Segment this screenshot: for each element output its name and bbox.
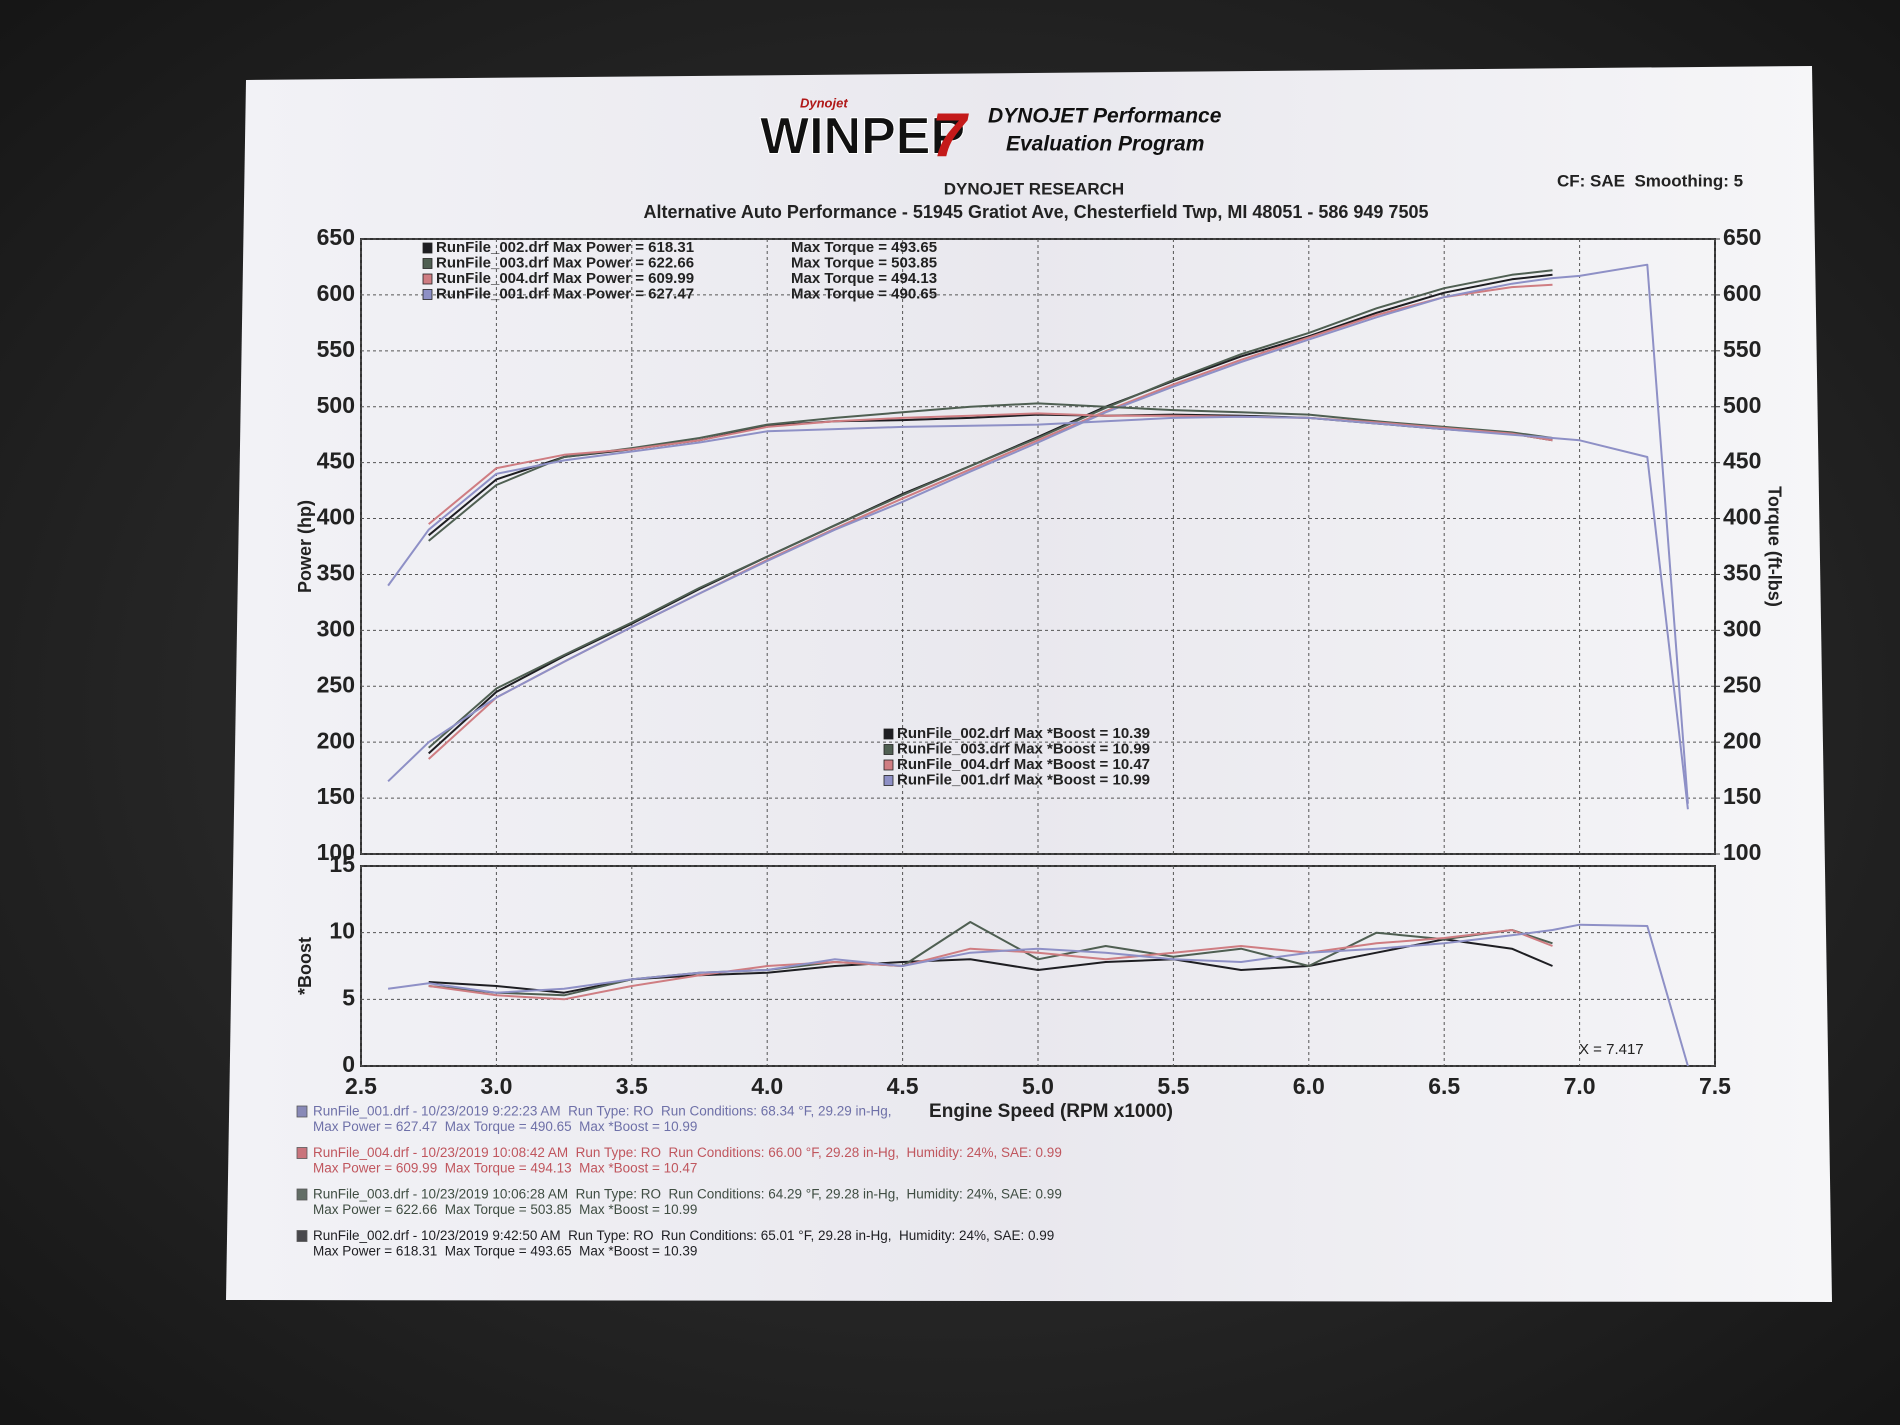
legend-swatch <box>883 775 894 786</box>
series-line <box>387 415 1689 810</box>
legend-swatch <box>422 273 433 285</box>
run-info: Max Power = 618.31 Max Torque = 493.65 M… <box>313 1244 697 1259</box>
run-info: RunFile_003.drf - 10/23/2019 10:06:28 AM… <box>313 1187 1062 1202</box>
y2-tick-label: 400 <box>1723 504 1761 530</box>
legend-swatch <box>883 728 894 740</box>
y2-tick-label: 350 <box>1723 560 1761 586</box>
y2-tick-label: 200 <box>1723 727 1761 753</box>
legend-swatch <box>422 289 433 300</box>
series-line <box>428 921 1553 997</box>
run-swatch <box>296 1105 308 1118</box>
legend-swatch <box>883 744 894 755</box>
x-axis-title: Engine Speed (RPM x1000) <box>929 1101 1173 1122</box>
legend-label: RunFile_002.drf Max *Boost = 10.39 <box>897 725 1150 742</box>
logo-brand: Dynojet <box>800 95 848 110</box>
legend-label: RunFile_003.drf Max Power = 622.66 <box>436 254 694 271</box>
run-info: RunFile_001.drf - 10/23/2019 9:22:23 AM … <box>313 1104 892 1119</box>
x-tick-label: 4.0 <box>751 1073 783 1099</box>
run-info: RunFile_004.drf - 10/23/2019 10:08:42 AM… <box>313 1145 1062 1160</box>
y-tick-label: 500 <box>317 392 355 418</box>
y-axis-title: Power (hp) <box>295 500 315 593</box>
company: DYNOJET RESEARCH <box>944 179 1124 198</box>
y-tick-label: 550 <box>317 336 355 362</box>
x-tick-label: 5.5 <box>1157 1073 1189 1099</box>
y-tick-label: 100 <box>317 839 355 865</box>
y-tick-label: 150 <box>317 783 355 809</box>
y2-tick-label: 150 <box>1723 783 1761 809</box>
y-tick-label: 650 <box>317 224 355 250</box>
x-tick-label: 7.0 <box>1564 1073 1596 1099</box>
run-swatch <box>296 1147 308 1159</box>
legend-swatch <box>883 759 894 771</box>
legend-label: RunFile_003.drf Max *Boost = 10.99 <box>897 740 1150 757</box>
series-line <box>428 412 1553 525</box>
y-tick-label: 400 <box>317 504 355 530</box>
y-tick-label: 200 <box>317 727 355 753</box>
logo-version: 7 <box>932 101 969 170</box>
legend-swatch <box>422 258 433 269</box>
logo: WINPEP <box>760 108 965 166</box>
y-tick-label: 10 <box>329 918 355 944</box>
y-tick-label: 600 <box>317 280 355 306</box>
y2-tick-label: 500 <box>1723 392 1761 418</box>
x-tick-label: 3.5 <box>616 1073 648 1099</box>
run-info: Max Power = 609.99 Max Torque = 494.13 M… <box>313 1161 697 1176</box>
legend-label: RunFile_004.drf Max Power = 609.99 <box>436 270 694 287</box>
series-line <box>387 263 1689 804</box>
y-tick-label: 250 <box>317 671 355 697</box>
annotation: X = 7.417 <box>1579 1041 1644 1058</box>
y2-tick-label: 250 <box>1723 671 1761 697</box>
run-info: RunFile_002.drf - 10/23/2019 9:42:50 AM … <box>313 1228 1054 1243</box>
x-tick-label: 6.5 <box>1428 1073 1460 1099</box>
legend-label: Max Torque = 493.65 <box>791 239 937 256</box>
legend-swatch <box>422 242 433 254</box>
y-axis-title: *Boost <box>295 937 315 995</box>
legend-label: Max Torque = 490.65 <box>791 285 937 302</box>
run-info: Max Power = 622.66 Max Torque = 503.85 M… <box>313 1202 697 1217</box>
x-tick-label: 7.5 <box>1699 1073 1731 1099</box>
y-tick-label: 15 <box>329 851 355 877</box>
program-title: DYNOJET Performance <box>988 105 1222 128</box>
y2-tick-label: 650 <box>1723 224 1761 250</box>
y-tick-label: 300 <box>317 615 355 641</box>
legend-label: RunFile_002.drf Max Power = 618.31 <box>436 239 694 256</box>
y-tick-label: 5 <box>342 984 355 1010</box>
x-tick-label: 6.0 <box>1293 1073 1325 1099</box>
run-swatch <box>296 1188 308 1201</box>
y2-tick-label: 550 <box>1723 336 1761 362</box>
x-tick-label: 4.5 <box>887 1073 919 1099</box>
x-tick-label: 5.0 <box>1022 1073 1054 1099</box>
y2-tick-label: 100 <box>1723 839 1761 865</box>
y2-tick-label: 450 <box>1723 448 1761 474</box>
run-swatch <box>296 1230 308 1242</box>
settings: CF: SAE Smoothing: 5 <box>1557 171 1743 190</box>
y2-tick-label: 600 <box>1723 280 1761 306</box>
legend-label: RunFile_001.drf Max Power = 627.47 <box>436 285 694 302</box>
series-line <box>387 923 1689 1067</box>
program-title: Evaluation Program <box>1006 133 1204 156</box>
shop-info: Alternative Auto Performance - 51945 Gra… <box>644 202 1429 222</box>
y-tick-label: 350 <box>317 560 355 586</box>
legend-label: RunFile_004.drf Max *Boost = 10.47 <box>897 756 1150 773</box>
legend-label: Max Torque = 494.13 <box>791 270 937 287</box>
series-line <box>428 269 1553 749</box>
y2-tick-label: 300 <box>1723 615 1761 641</box>
run-info: Max Power = 627.47 Max Torque = 490.65 M… <box>313 1119 697 1134</box>
legend-label: Max Torque = 503.85 <box>791 254 937 271</box>
y-tick-label: 0 <box>342 1051 355 1077</box>
legend-label: RunFile_001.drf Max *Boost = 10.99 <box>897 771 1150 788</box>
x-tick-label: 3.0 <box>480 1073 512 1099</box>
x-tick-label: 2.5 <box>345 1073 377 1099</box>
paper <box>226 66 1832 1302</box>
y2-axis-title: Torque (ft-lbs) <box>1764 486 1784 607</box>
y-tick-label: 450 <box>317 448 355 474</box>
